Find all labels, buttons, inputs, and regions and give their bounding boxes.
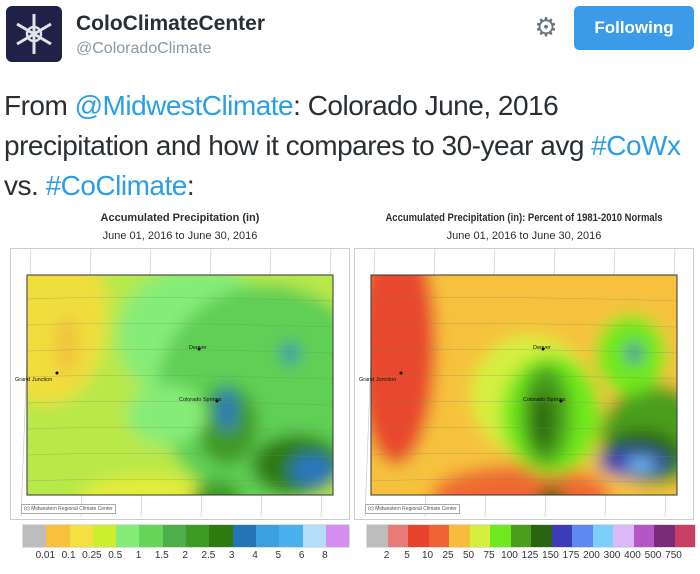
legend-swatch (449, 525, 470, 547)
map-title: Accumulated Precipitation (in) (100, 212, 260, 224)
colorado-map (20, 249, 334, 518)
legend-swatch (510, 525, 531, 547)
legend-swatch (469, 525, 490, 547)
legend-label: 8 (322, 550, 328, 561)
legend-swatch (613, 525, 634, 547)
legend-swatch (531, 525, 552, 547)
legend-label: 25 (442, 550, 454, 561)
legend-label: 1 (135, 550, 142, 561)
map-title: Accumulated Precipitation (in): Percent … (385, 212, 663, 224)
avatar[interactable] (6, 6, 62, 62)
legend-label: 100 (501, 550, 518, 561)
following-button[interactable]: Following (574, 6, 694, 50)
legend-label: 2 (383, 550, 390, 561)
legend-label: 175 (562, 550, 580, 561)
legend-swatch (302, 525, 326, 547)
legend-label: 0.01 (35, 550, 56, 561)
legend-label: 500 (644, 550, 662, 561)
snowflake-logo-icon (16, 14, 52, 54)
legend-labels: 2 5 10 25 50 75 100 125 150 175 200 300 400 500 750 (352, 550, 696, 564)
legend-swatch (23, 525, 47, 547)
legend-label: 2 (182, 550, 188, 561)
map-date-range: June 01, 2016 to June 30, 2016 (446, 230, 602, 242)
legend-label: 2.5 (201, 550, 216, 561)
map-date-range: June 01, 2016 to June 30, 2016 (102, 230, 258, 242)
legend-swatch (186, 525, 210, 547)
legend-swatch (633, 525, 654, 547)
legend-swatch (674, 525, 695, 547)
legend-swatch (572, 525, 593, 547)
percent-normal-map-image[interactable]: Accumulated Precipitation (in): Percent … (352, 206, 696, 574)
city-label: Colorado Springs (179, 397, 222, 403)
hashtag-link[interactable]: #CoWx (591, 130, 681, 161)
legend-label: 400 (624, 550, 641, 561)
map-credit: (c) Midwestern Regional Climate Center (365, 504, 460, 514)
tweet-text-part: vs. (4, 170, 46, 201)
legend-swatch (92, 525, 117, 547)
color-legend (366, 524, 696, 548)
legend-swatch (279, 525, 303, 547)
legend-swatch (209, 525, 233, 547)
city-label: Denver (533, 345, 551, 351)
map-frame: Denver Colorado Springs Grand Junction (c) … (354, 248, 694, 520)
legend-swatch (116, 525, 140, 547)
legend-label: 4 (252, 550, 258, 561)
tweet-text-part: : (186, 170, 195, 201)
tweet-text-part: : Colorado June, 2016 precipitation and … (4, 90, 592, 161)
city-label: Denver (189, 345, 207, 351)
legend-swatch (654, 525, 675, 547)
legend-labels: 0.01 0.1 0.25 0.5 1 1.5 2 2.5 3 4 5 6 8 (8, 550, 352, 564)
legend-label: 75 (483, 550, 495, 561)
legend-swatch (367, 525, 388, 547)
legend-label: 200 (583, 550, 600, 561)
legend-label: 750 (665, 550, 682, 561)
legend-label: 0.25 (82, 550, 102, 561)
map-frame: Denver Colorado Springs Grand Junction (c) … (10, 248, 350, 520)
legend-swatch (255, 525, 280, 547)
legend-label: 6 (298, 550, 305, 561)
city-label: Grand Junction (359, 377, 397, 383)
legend-swatch (46, 525, 70, 547)
legend-label: 0.1 (61, 550, 76, 561)
map-credit: (c) Midwestern Regional Climate Center (21, 504, 116, 514)
legend-label: 300 (603, 550, 621, 561)
legend-label: 50 (462, 550, 475, 561)
legend-swatch (325, 525, 350, 547)
account-name[interactable]: ColoClimateCenter (76, 12, 266, 35)
tweet-text: From @MidwestClimate: Colorado June, 201… (4, 86, 700, 206)
legend-label: 125 (521, 550, 539, 561)
legend-swatch (162, 525, 187, 547)
legend-label: 150 (542, 550, 559, 561)
legend-swatch (232, 525, 256, 547)
mention-link[interactable]: @MidwestClimate (74, 90, 294, 121)
hashtag-link[interactable]: #CoClimate (45, 170, 188, 201)
color-legend (22, 524, 351, 548)
legend-swatch (592, 525, 613, 547)
legend-label: 10 (421, 550, 434, 561)
city-label: Colorado Springs (523, 397, 566, 403)
precip-map-image[interactable]: Accumulated Precipitation (in) June 01, 2… (8, 206, 352, 574)
legend-swatch (387, 525, 408, 547)
legend-label: 5 (404, 550, 410, 561)
legend-swatch (428, 525, 449, 547)
legend-swatch (551, 525, 572, 547)
gear-icon[interactable]: ⚙ (534, 12, 558, 42)
city-label: Grand Junction (15, 377, 53, 383)
legend-label: 1.5 (154, 550, 169, 561)
colorado-map (364, 249, 678, 518)
legend-swatch (408, 525, 429, 547)
legend-label: 3 (228, 550, 235, 561)
legend-label: 5 (275, 550, 282, 561)
legend-swatch (69, 525, 93, 547)
legend-swatch (139, 525, 163, 547)
account-handle[interactable]: @ColoradoClimate (76, 40, 212, 57)
legend-swatch (490, 525, 511, 547)
legend-label: 0.5 (108, 550, 123, 561)
tweet-text-part: From (4, 90, 75, 121)
